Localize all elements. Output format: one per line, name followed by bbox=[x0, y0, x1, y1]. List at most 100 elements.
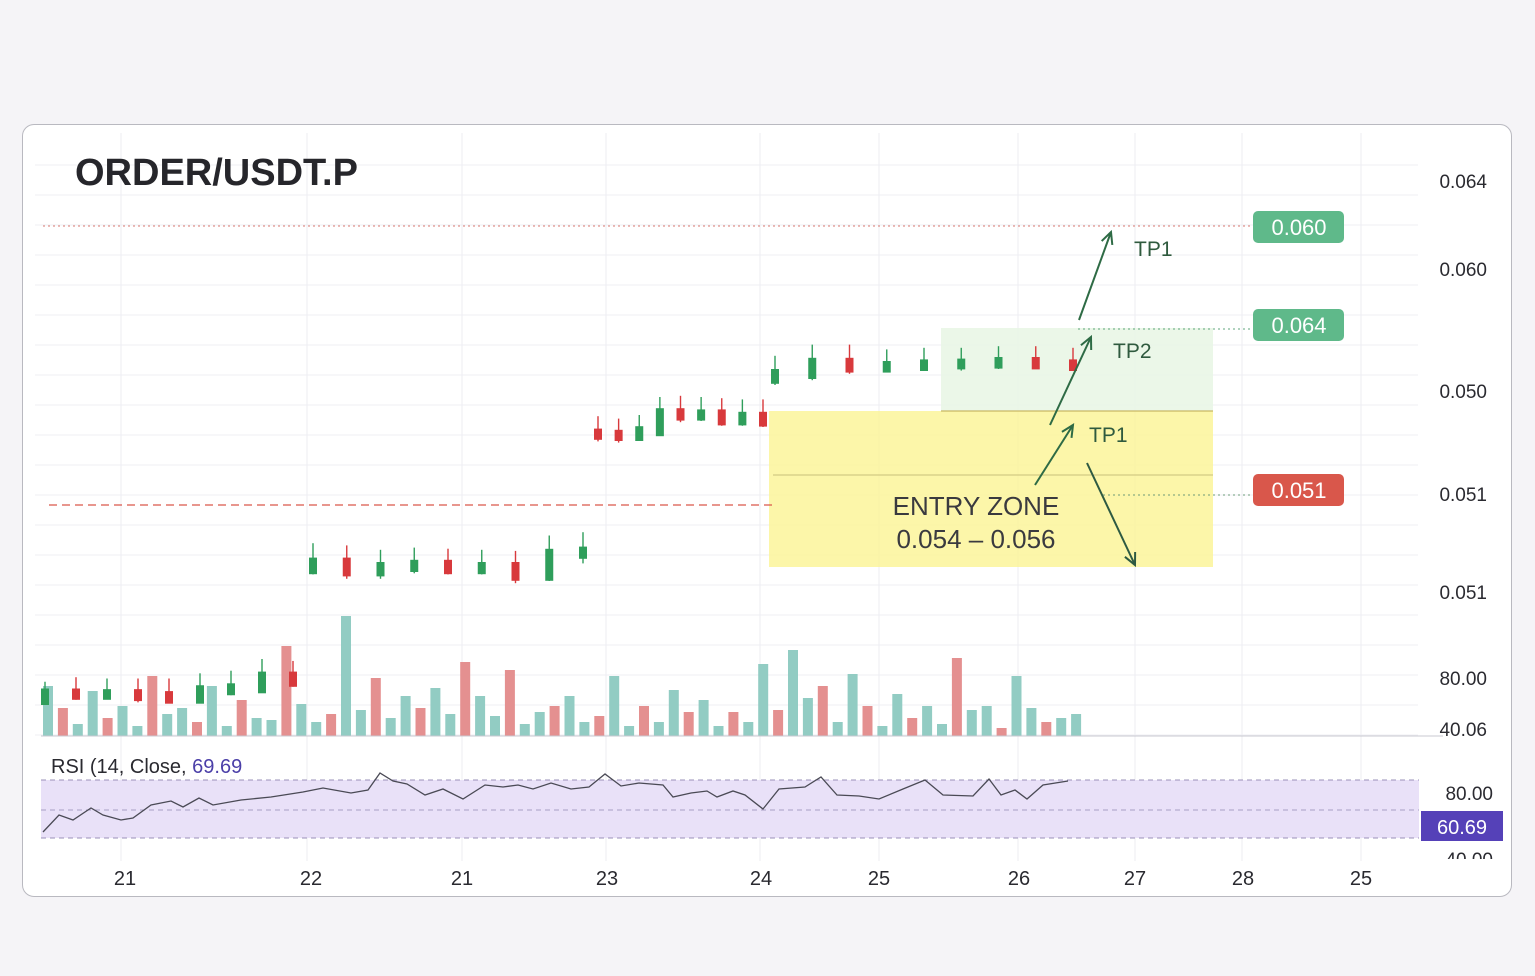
candle-body bbox=[511, 562, 520, 581]
volume-axis-tick-1: 40.06 bbox=[1439, 720, 1487, 741]
arrow-tp3 bbox=[1034, 424, 1074, 486]
volume-bar bbox=[817, 686, 828, 736]
trading-chart: ORDER/USDT.P ENTRY ZONE 0.054 – 0.056 TP… bbox=[35, 133, 1503, 890]
volume-bar bbox=[1026, 708, 1037, 736]
volume-bar bbox=[326, 714, 337, 736]
tp-label-middle: TP2 bbox=[1113, 340, 1152, 363]
price-axis-tick-3: 0.051 bbox=[1439, 485, 1487, 506]
volume-bar bbox=[1011, 676, 1022, 736]
volume-bar bbox=[1071, 714, 1082, 736]
chart-panel: ORDER/USDT.P ENTRY ZONE 0.054 – 0.056 TP… bbox=[22, 124, 1512, 897]
x-tick-7: 27 bbox=[1124, 868, 1146, 890]
candle-body bbox=[738, 411, 747, 426]
x-tick-6: 26 bbox=[1008, 868, 1030, 890]
volume-bar bbox=[683, 712, 694, 736]
candle-body bbox=[759, 411, 767, 427]
x-axis-ticks: 21 22 21 23 24 25 26 27 28 25 bbox=[114, 868, 1372, 890]
x-tick-4: 24 bbox=[750, 868, 772, 890]
svg-text:0.064: 0.064 bbox=[1271, 313, 1326, 338]
candle-body bbox=[771, 369, 779, 384]
volume-bar bbox=[341, 616, 351, 736]
volume-bar bbox=[579, 722, 590, 736]
volume-bar bbox=[1041, 722, 1052, 736]
candle-body bbox=[165, 691, 173, 704]
candle-body bbox=[258, 671, 266, 694]
arrow-sl-head bbox=[1124, 551, 1137, 568]
price-axis-tick-4: 0.051 bbox=[1439, 583, 1487, 604]
level-lines bbox=[43, 225, 1253, 506]
candle-body bbox=[957, 358, 966, 370]
price-tag-0: 0.060 bbox=[1253, 211, 1344, 243]
rsi-panel bbox=[41, 772, 1419, 839]
x-tick-3: 23 bbox=[596, 868, 618, 890]
candle-body bbox=[614, 429, 623, 441]
volume-axis-tick-0: 80.00 bbox=[1439, 669, 1487, 690]
volume-bar bbox=[72, 724, 83, 736]
candle-body bbox=[376, 562, 385, 577]
volume-bar bbox=[802, 698, 813, 736]
candle-body bbox=[635, 426, 644, 441]
arrow-tp1 bbox=[1078, 231, 1112, 321]
rsi-label: RSI (14, Close, 69.69 bbox=[51, 756, 242, 778]
volume-bar bbox=[385, 718, 396, 736]
candle-body bbox=[309, 557, 317, 575]
volume-bar bbox=[102, 718, 113, 736]
candle-body bbox=[545, 548, 554, 581]
candle-body bbox=[994, 357, 1003, 369]
volume-bar bbox=[266, 720, 277, 736]
rsi-line bbox=[42, 772, 1069, 833]
entry-zone-title: ENTRY ZONE bbox=[893, 491, 1060, 521]
svg-text:60.69: 60.69 bbox=[1437, 817, 1487, 839]
candle-body bbox=[103, 689, 111, 700]
volume-bar bbox=[564, 696, 575, 736]
volume-bar bbox=[639, 706, 649, 736]
x-tick-1: 22 bbox=[300, 868, 322, 890]
arrow-tp2 bbox=[1049, 336, 1092, 426]
volume-bar bbox=[370, 678, 381, 736]
price-axis-tick-2: 0.050 bbox=[1439, 382, 1487, 403]
volume-bar bbox=[1056, 718, 1067, 736]
volume-bar bbox=[937, 724, 947, 736]
candle-body bbox=[72, 688, 80, 700]
volume-bar bbox=[862, 706, 873, 736]
candle-body bbox=[676, 408, 685, 421]
volume-bar bbox=[355, 710, 366, 736]
volume-bar bbox=[892, 694, 903, 736]
volume-bar bbox=[832, 722, 843, 736]
volume-bar bbox=[728, 712, 739, 736]
candle-body bbox=[41, 688, 49, 705]
tp-label-lower: TP1 bbox=[1089, 424, 1128, 447]
volume-bar bbox=[57, 708, 68, 736]
x-tick-5: 25 bbox=[868, 868, 890, 890]
volume-bar bbox=[430, 688, 441, 736]
volume-bar bbox=[43, 686, 53, 736]
volume-bar bbox=[907, 718, 918, 736]
candle-body bbox=[697, 409, 706, 421]
volume-bar bbox=[162, 714, 173, 736]
volume-bar bbox=[460, 662, 471, 736]
volume-bar bbox=[922, 706, 933, 736]
candle-body bbox=[655, 408, 664, 437]
volume-bar bbox=[788, 650, 798, 736]
price-axis-tick-1: 0.060 bbox=[1439, 260, 1487, 281]
volume-bar bbox=[147, 676, 158, 736]
arrow-tp2-head bbox=[1080, 334, 1093, 351]
volume-bar bbox=[311, 722, 322, 736]
rsi-band bbox=[41, 780, 1419, 838]
candle-body bbox=[227, 683, 235, 696]
volume-bar bbox=[206, 686, 217, 736]
volume-bar bbox=[594, 716, 605, 736]
candle-body bbox=[410, 559, 419, 572]
x-tick-0: 21 bbox=[114, 868, 136, 890]
candle-body bbox=[289, 671, 297, 687]
volume-bar bbox=[519, 724, 530, 736]
tp-label-top: TP1 bbox=[1134, 238, 1173, 261]
svg-text:0.060: 0.060 bbox=[1271, 215, 1326, 240]
entry-zone bbox=[769, 411, 1213, 567]
candles bbox=[41, 344, 1077, 705]
volume-bar bbox=[281, 646, 292, 736]
volume-bar bbox=[847, 674, 858, 736]
volume-bar bbox=[192, 722, 202, 736]
x-tick-8: 28 bbox=[1232, 868, 1254, 890]
candle-body bbox=[808, 357, 817, 379]
